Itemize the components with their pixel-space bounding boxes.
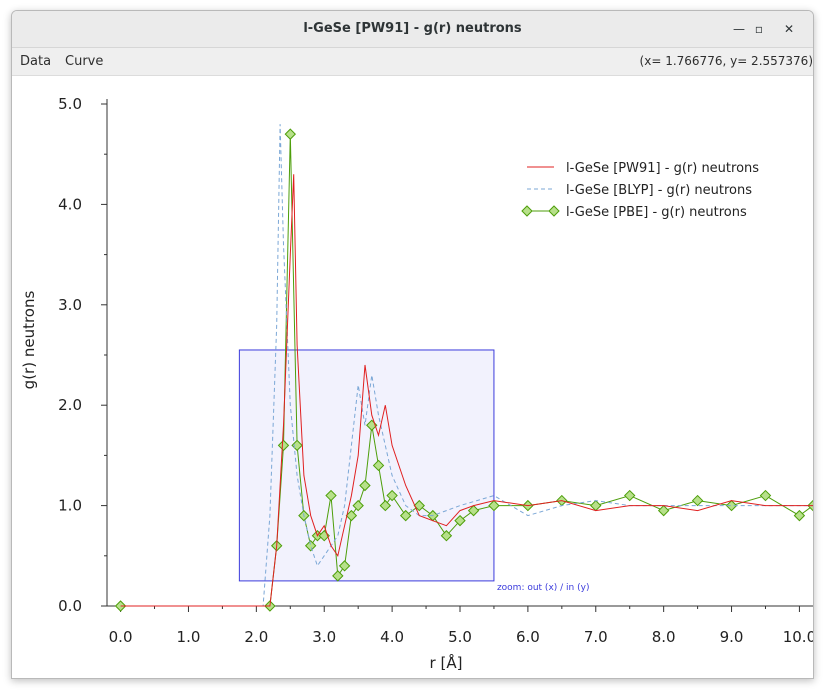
series-pbe-point <box>277 439 290 452</box>
legend-label-series-blyp: l-GeSe [BLYP] - g(r) neutrons <box>566 183 752 198</box>
menu-data[interactable]: Data <box>20 54 52 69</box>
series-pbe-point <box>325 489 337 502</box>
y-axis-label: g(r) neutrons <box>20 291 38 390</box>
minimize-icon[interactable]: — <box>733 22 745 36</box>
x-tick-label: 10.0 <box>783 628 813 646</box>
series-pbe-point <box>759 489 772 502</box>
x-tick-label: 2.0 <box>244 628 268 646</box>
x-tick-label: 1.0 <box>177 628 201 646</box>
x-tick-label: 7.0 <box>584 628 608 646</box>
title-bar[interactable]: l-GeSe [PW91] - g(r) neutrons — ▫ ✕ <box>12 11 813 48</box>
menu-curve[interactable]: Curve <box>65 54 104 69</box>
y-tick-label: 5.0 <box>58 95 82 113</box>
y-tick-label: 2.0 <box>58 396 82 414</box>
series-pbe-point <box>359 479 371 492</box>
legend-label-series-pbe: l-GeSe [PBE] - g(r) neutrons <box>566 205 747 220</box>
series-pbe-point <box>304 540 317 552</box>
series-pbe-point <box>379 499 392 512</box>
x-tick-label: 4.0 <box>380 628 404 646</box>
series-pbe-point <box>399 509 412 522</box>
maximize-icon[interactable]: ▫ <box>754 22 764 36</box>
series-pbe-point <box>467 504 480 517</box>
app-window: l-GeSe [PW91] - g(r) neutrons — ▫ ✕ Data… <box>11 10 814 679</box>
series-pbe-point <box>332 570 344 582</box>
window-title: l-GeSe [PW91] - g(r) neutrons <box>303 21 522 36</box>
series-pbe-point <box>725 499 738 512</box>
series-pbe-point <box>488 499 500 512</box>
x-tick-label: 9.0 <box>720 628 744 646</box>
series-pbe-point <box>793 509 806 522</box>
zoom-label: zoom: out (x) / in (y) <box>497 583 590 593</box>
series-pbe-point <box>657 504 670 517</box>
series-pbe-point <box>352 499 364 512</box>
gr-chart[interactable]: 0.0 1.0 2.0 3.0 4.0 5.0 0.0 1.0 2.0 3.0 4.0 5.0 6.0 7… <box>12 76 813 678</box>
menu-bar: Data Curve (x= 1.766776, y= 2.557376) <box>12 48 813 76</box>
y-tick-label: 1.0 <box>58 497 82 515</box>
plot-area[interactable]: 0.0 1.0 2.0 3.0 4.0 5.0 0.0 1.0 2.0 3.0 4.0 5.0 6.0 7… <box>12 76 813 678</box>
series-pbe-point <box>338 560 351 572</box>
x-tick-label: 6.0 <box>516 628 540 646</box>
series-blyp-line <box>120 124 813 607</box>
series-pbe-point <box>345 509 358 522</box>
cursor-coordinates: (x= 1.766776, y= 2.557376) <box>639 54 813 68</box>
y-tick-label: 0.0 <box>58 597 82 615</box>
legend-marker <box>548 205 560 217</box>
x-axis-label: r [Å] <box>430 653 463 672</box>
series-pbe-point <box>413 499 425 512</box>
series-pbe-point <box>624 489 636 502</box>
x-tick-label: 0.0 <box>109 628 133 646</box>
series-pbe-point <box>386 489 398 502</box>
close-icon[interactable]: ✕ <box>783 22 795 36</box>
x-tick-label: 3.0 <box>312 628 336 646</box>
series-pbe-point <box>372 459 385 472</box>
series-pbe-point <box>440 530 453 542</box>
series-pbe-point <box>114 600 127 612</box>
series-pbe-point <box>691 494 704 507</box>
legend-marker <box>521 205 533 217</box>
x-tick-label: 5.0 <box>448 628 472 646</box>
series-pw91-line <box>120 174 813 607</box>
x-tick-label: 8.0 <box>652 628 676 646</box>
y-tick-label: 4.0 <box>58 195 82 213</box>
legend-label-series-pw91: l-GeSe [PW91] - g(r) neutrons <box>566 161 759 176</box>
series-pbe-point <box>454 514 466 527</box>
y-tick-label: 3.0 <box>58 296 82 314</box>
series-pbe-point <box>284 128 296 140</box>
